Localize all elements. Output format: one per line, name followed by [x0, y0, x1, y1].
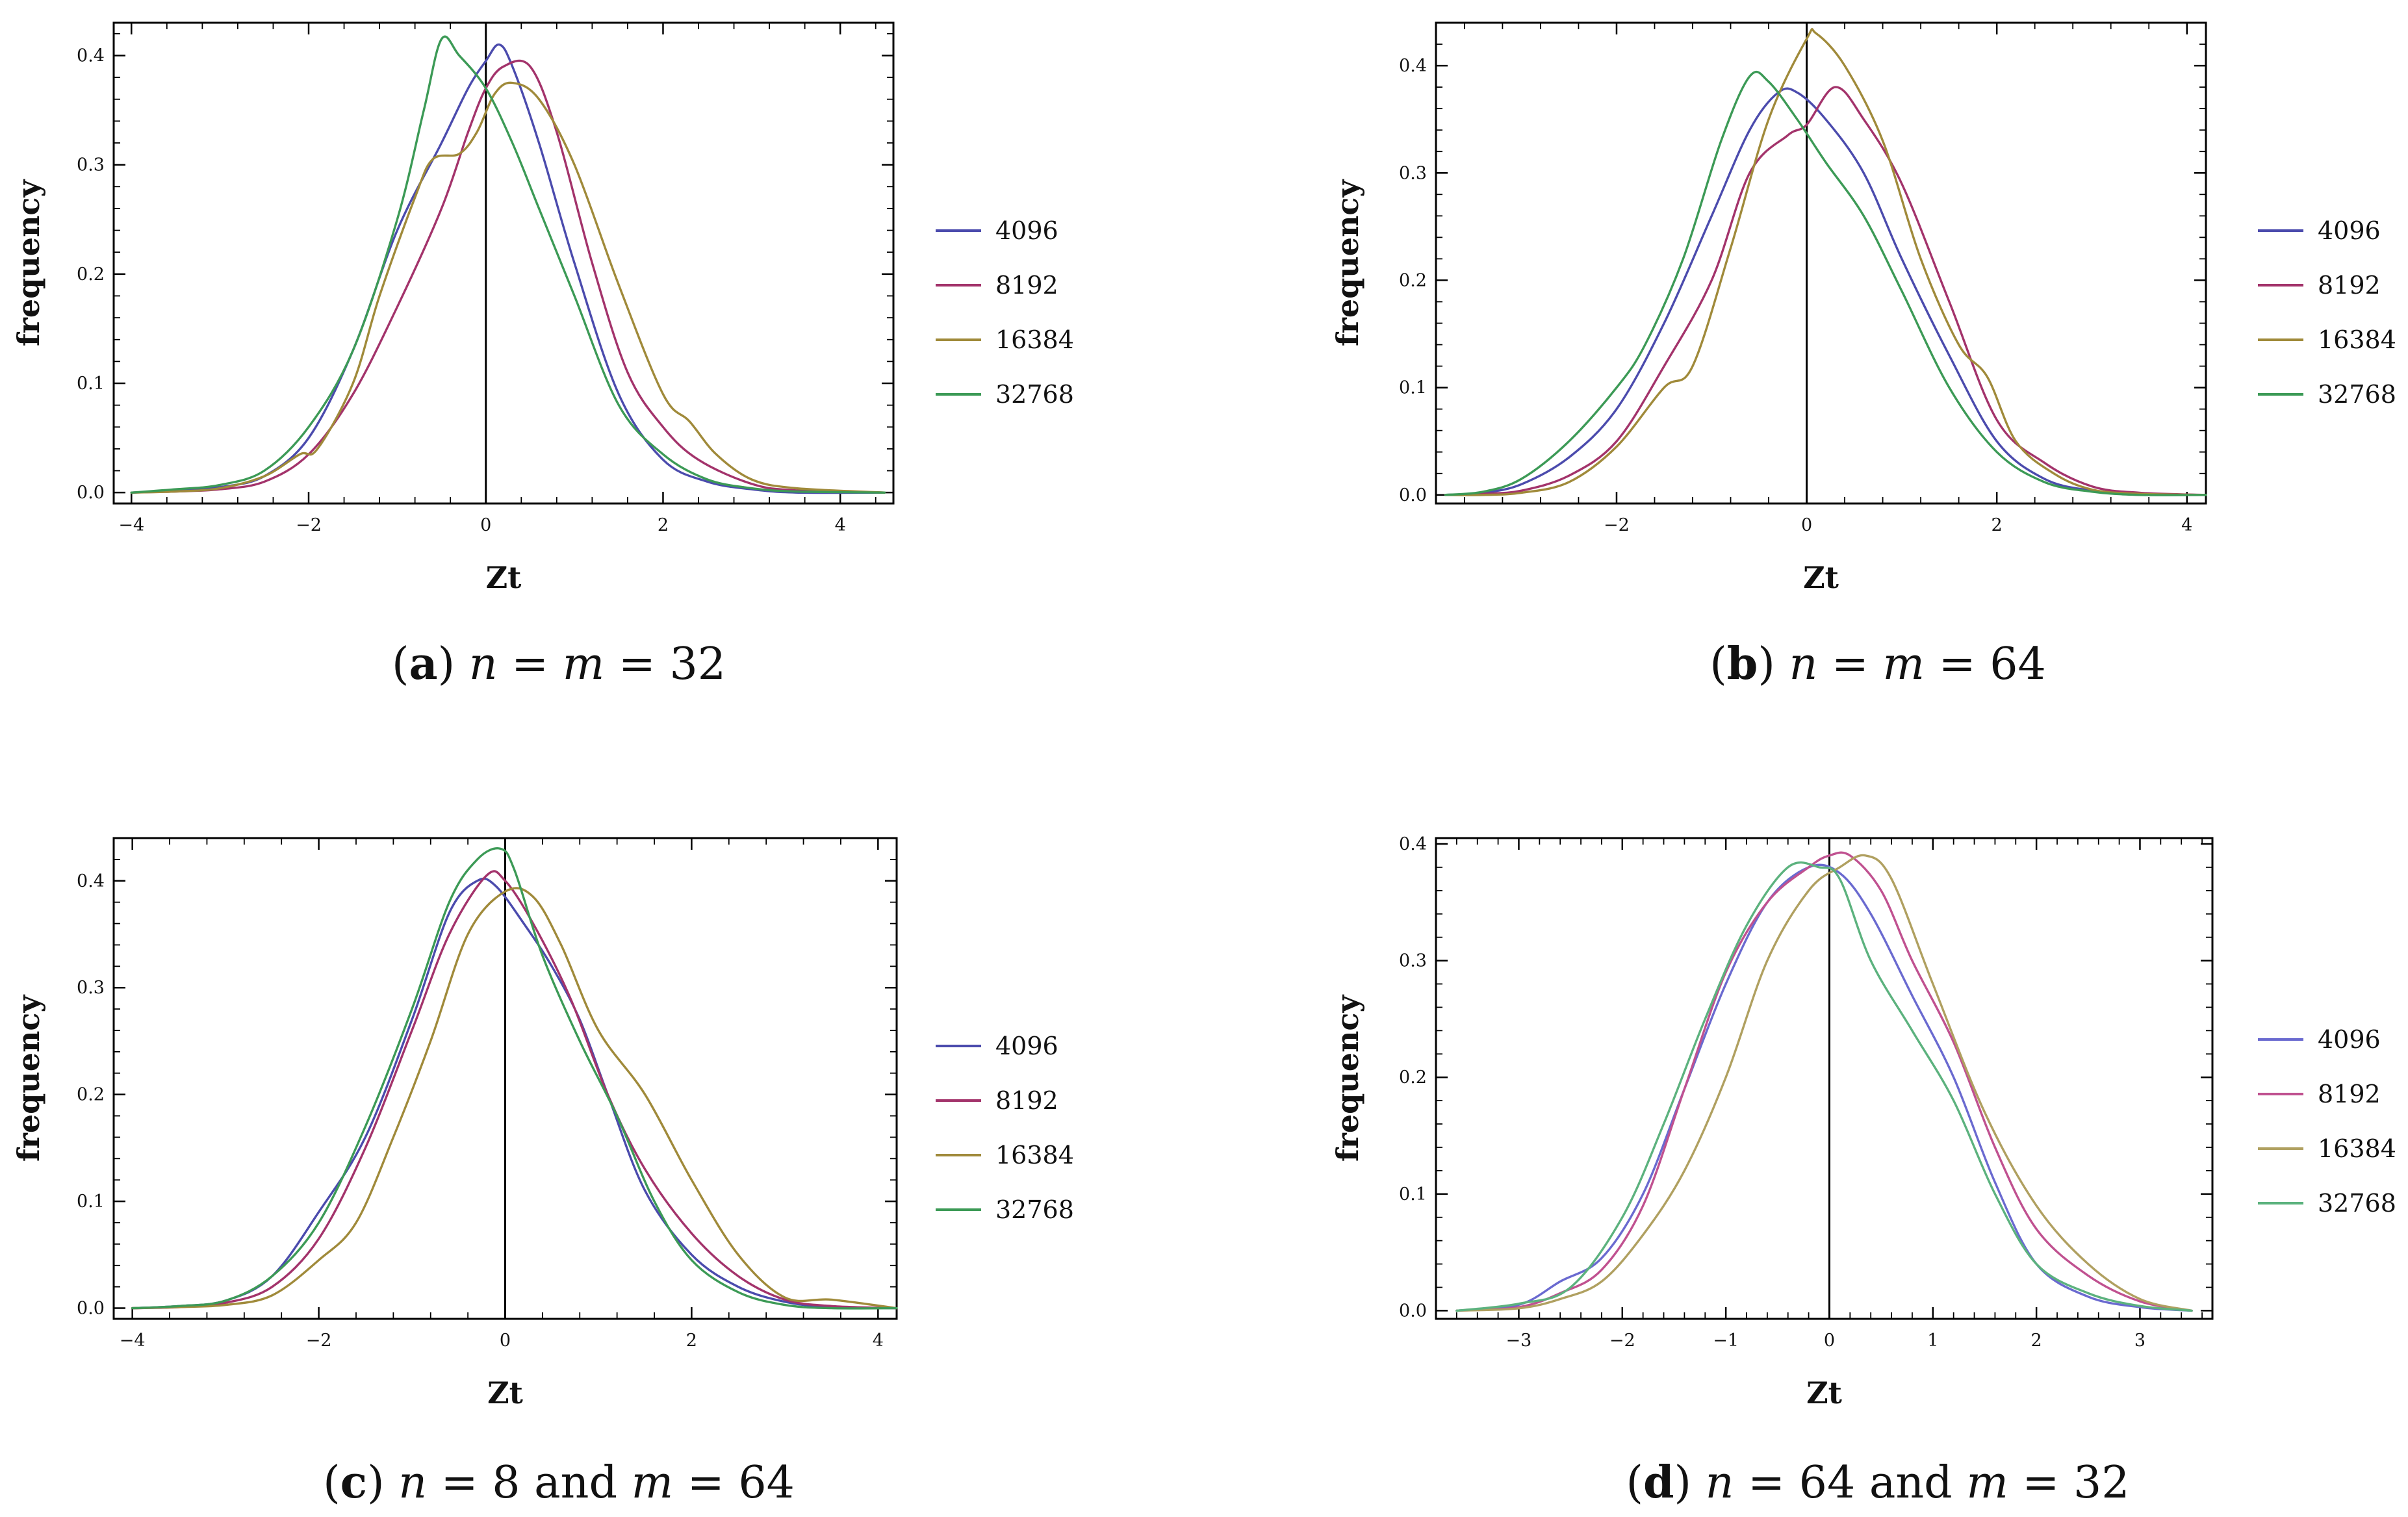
- y-tick-label: 0.2: [77, 1085, 105, 1105]
- x-axis-title: Zt: [1806, 1375, 1843, 1410]
- series-line-8192: [131, 870, 898, 1310]
- x-tick-label: 4: [873, 1331, 884, 1351]
- y-axis-title: frequency: [1330, 995, 1365, 1162]
- x-tick-label: 4: [835, 515, 846, 535]
- x-axis-title: Zt: [1803, 560, 1839, 595]
- x-tick-label: −4: [118, 515, 144, 535]
- y-tick-label: 0.0: [1399, 1301, 1427, 1321]
- legend-label: 4096: [2318, 1025, 2381, 1054]
- y-axis-title: frequency: [1330, 179, 1365, 347]
- y-tick-label: 0.4: [1399, 834, 1427, 854]
- y-tick-label: 0.3: [1399, 163, 1427, 183]
- y-tick-label: 0.4: [77, 871, 105, 891]
- panel-caption: (d) n = 64 and m = 32: [1626, 1457, 2129, 1509]
- x-axis-title: Zt: [486, 560, 522, 595]
- series-line-16384: [1455, 854, 2193, 1312]
- series-line-32768: [130, 35, 886, 494]
- y-tick-label: 0.2: [1399, 1067, 1427, 1088]
- y-tick-label: 0.3: [77, 978, 105, 998]
- y-axis-title: frequency: [11, 179, 46, 347]
- legend-label: 16384: [995, 325, 1074, 354]
- legend-label: 4096: [995, 1032, 1058, 1060]
- y-tick-label: 0.4: [1399, 56, 1427, 76]
- x-tick-label: −1: [1713, 1331, 1739, 1351]
- series-line-32768: [1444, 70, 2207, 496]
- x-tick-label: −4: [120, 1331, 146, 1351]
- x-tick-label: −2: [296, 515, 322, 535]
- x-tick-label: 2: [2031, 1331, 2042, 1351]
- legend-label: 4096: [995, 216, 1058, 245]
- x-tick-label: 0: [480, 515, 491, 535]
- x-tick-label: −3: [1506, 1331, 1532, 1351]
- y-tick-label: 0.1: [77, 1192, 105, 1212]
- series-line-4096: [131, 877, 898, 1310]
- series-line-16384: [1444, 28, 2207, 496]
- series-line-32768: [131, 847, 898, 1310]
- series-line-8192: [130, 59, 886, 494]
- legend-label: 8192: [2318, 271, 2381, 300]
- x-tick-label: 0: [1824, 1331, 1835, 1351]
- series-line-32768: [1455, 861, 2193, 1312]
- legend-label: 16384: [2318, 325, 2396, 354]
- series-line-16384: [130, 81, 886, 494]
- legend-label: 32768: [995, 380, 1074, 409]
- chart-panel-c: −4 −2 0 2 4 0.0 0.1 0.2 0.3 0.4 Zt frequency 4096 819…: [11, 837, 1074, 1509]
- y-tick-label: 0.2: [1399, 270, 1427, 290]
- chart-panel-d: −3 −2 −1 0 1 2 3 0.0 0.1 0.2 0.3 0.4 Zt frequency 4096…: [1330, 834, 2396, 1509]
- series-line-8192: [1455, 851, 2193, 1312]
- x-tick-label: 2: [686, 1331, 697, 1351]
- x-axis-title: Zt: [487, 1375, 524, 1410]
- x-tick-label: −2: [1609, 1331, 1635, 1351]
- series-line-8192: [1444, 86, 2207, 496]
- plot-frame: [112, 21, 895, 505]
- x-tick-label: 0: [1801, 515, 1812, 535]
- x-tick-label: 1: [1927, 1331, 1938, 1351]
- y-tick-label: 0.4: [77, 45, 105, 66]
- x-tick-label: 0: [500, 1331, 511, 1351]
- x-tick-label: 4: [2181, 515, 2192, 535]
- y-tick-label: 0.0: [77, 1299, 105, 1319]
- chart-panel-a: −4 −2 0 2 4 0.0 0.1 0.2 0.3 0.4 Zt frequency 4096 819…: [11, 21, 1074, 690]
- legend-label: 8192: [2318, 1080, 2381, 1108]
- panel-caption: (b) n = m = 64: [1710, 638, 2045, 690]
- panel-caption: (a) n = m = 32: [392, 638, 726, 690]
- legend-label: 16384: [995, 1141, 1074, 1169]
- y-tick-label: 0.1: [77, 374, 105, 394]
- panel-caption: (c) n = 8 and m = 64: [323, 1457, 795, 1509]
- x-tick-label: 3: [2134, 1331, 2145, 1351]
- legend-label: 4096: [2318, 216, 2381, 245]
- series-line-4096: [130, 43, 886, 494]
- y-axis-title: frequency: [11, 995, 46, 1162]
- plot-frame: [1435, 837, 2214, 1320]
- y-tick-label: 0.2: [77, 264, 105, 285]
- series-line-4096: [1444, 87, 2207, 496]
- chart-panel-b: −2 0 2 4 0.0 0.1 0.2 0.3 0.4 Zt frequency 4096 8192 1…: [1330, 21, 2396, 690]
- legend-label: 32768: [2318, 380, 2396, 409]
- y-tick-label: 0.0: [1399, 485, 1427, 505]
- series-line-4096: [1455, 863, 2193, 1312]
- series-line-16384: [131, 887, 898, 1310]
- y-tick-label: 0.1: [1399, 1184, 1427, 1205]
- legend-label: 8192: [995, 1086, 1058, 1115]
- y-tick-label: 0.0: [77, 483, 105, 503]
- x-tick-label: −2: [306, 1331, 332, 1351]
- y-tick-label: 0.1: [1399, 378, 1427, 398]
- legend-label: 8192: [995, 271, 1058, 300]
- x-tick-label: 2: [658, 515, 669, 535]
- x-tick-label: −2: [1604, 515, 1630, 535]
- y-tick-label: 0.3: [77, 155, 105, 175]
- plot-frame: [1435, 21, 2207, 505]
- legend-label: 32768: [2318, 1189, 2396, 1217]
- x-tick-label: 2: [1992, 515, 2003, 535]
- y-tick-label: 0.3: [1399, 951, 1427, 971]
- legend-label: 32768: [995, 1195, 1074, 1224]
- legend-label: 16384: [2318, 1134, 2396, 1163]
